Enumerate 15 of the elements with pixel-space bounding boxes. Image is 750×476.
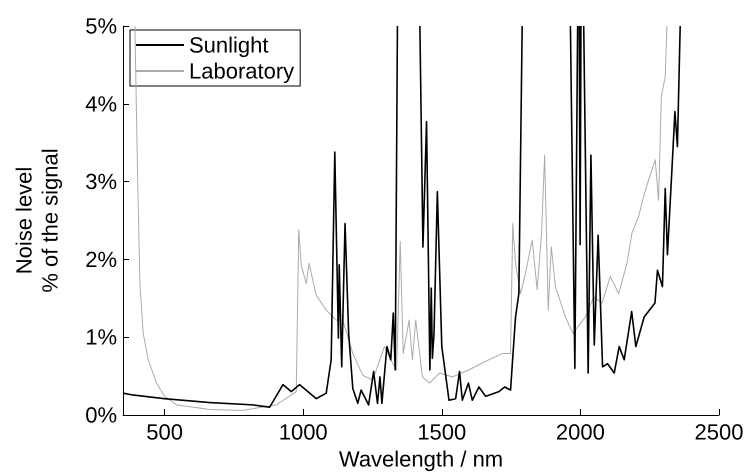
x-tick-label: 500 [146, 420, 183, 444]
x-tick-label: 1500 [417, 420, 466, 444]
x-tick-label: 2000 [556, 420, 605, 444]
y-tick-label: 0% [85, 402, 117, 428]
x-tick-label: 1000 [278, 420, 328, 444]
y-tick-label: 3% [85, 169, 117, 194]
y-tick-label: 1% [85, 324, 117, 350]
y-tick-label: 5% [85, 14, 117, 38]
legend-label: Laboratory [189, 58, 294, 84]
legend-label: Sunlight [189, 32, 269, 58]
x-tick-label: 2500 [694, 420, 744, 444]
y-axis-title: Noise level % of the signal [12, 148, 62, 293]
y-tick-label: 4% [85, 91, 117, 116]
y-tick-label: 2% [85, 246, 117, 272]
x-axis-title: Wavelength / nm [338, 446, 504, 472]
